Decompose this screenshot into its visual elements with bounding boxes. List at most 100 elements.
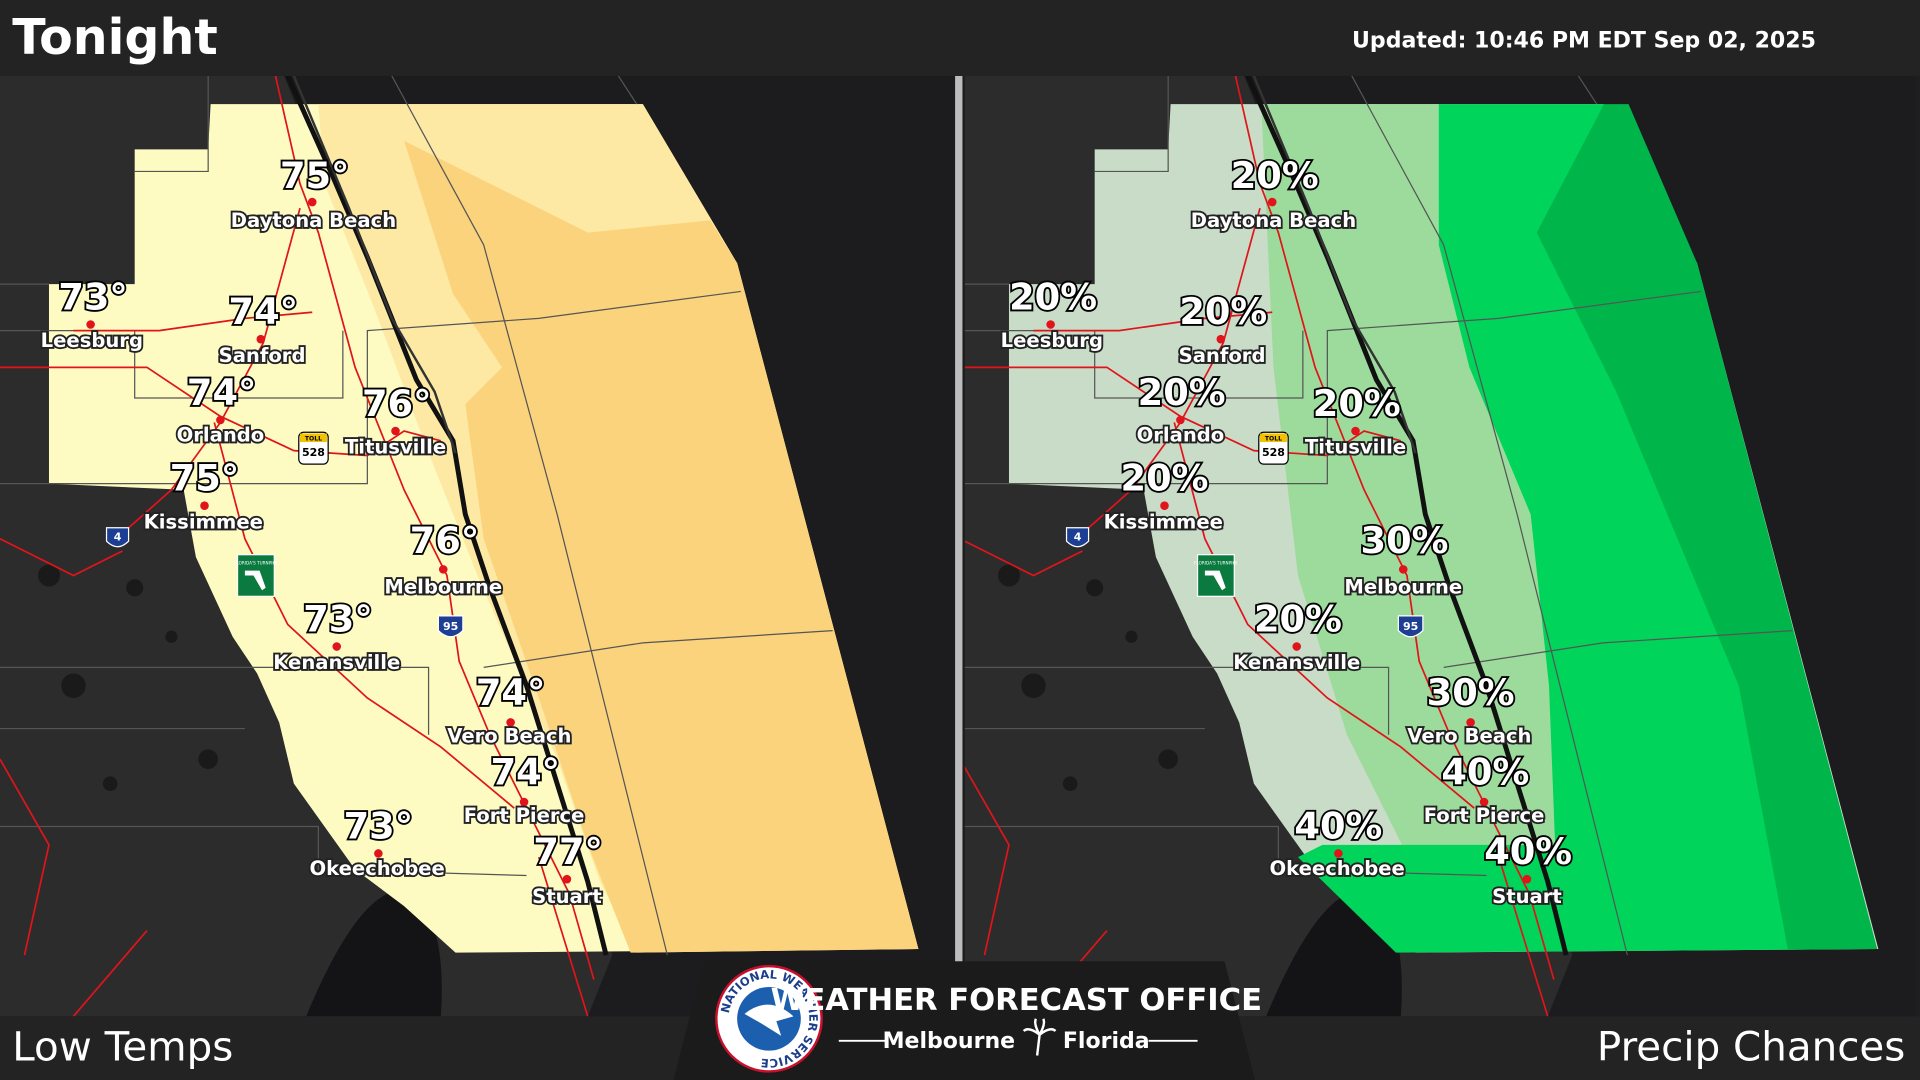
city-dot: [391, 426, 400, 436]
city-value: 74°: [187, 371, 256, 414]
city-dot: [256, 334, 266, 344]
shield-turnpike: FLORIDA'S TURNPIKE: [1194, 554, 1238, 597]
city-name: Kenansville: [273, 651, 400, 674]
city-value: 76°: [410, 519, 479, 562]
shield: [1065, 527, 1090, 548]
panel-content: TOLL 528 95 4 FLORIDA'S TURNPIKE 75° Daytona B…: [0, 75, 956, 1017]
shield-number: 528: [302, 446, 325, 459]
city-value: 20%: [1121, 456, 1209, 499]
city-value: 74°: [476, 671, 545, 714]
city-dot: [307, 197, 317, 207]
city-name: Kissimmee: [144, 510, 263, 533]
shield: [437, 615, 464, 638]
city-value: 74°: [229, 290, 298, 333]
city-value: 77°: [533, 830, 602, 873]
map-panel: TOLL 528 95 4 FLORIDA'S TURNPIKE 75° Daytona B…: [0, 75, 956, 1017]
city-name: Daytona Beach: [231, 209, 396, 232]
city-name: Vero Beach: [1407, 725, 1531, 748]
header-bar: [0, 0, 1920, 76]
shield-i95: 95: [437, 615, 464, 638]
city-value: 20%: [1009, 275, 1097, 318]
office-title: WEATHER FORECAST OFFICE: [771, 983, 1262, 1018]
city-value: 73°: [303, 597, 372, 640]
shield-number: 4: [1074, 531, 1082, 544]
city-name: Titusville: [345, 436, 446, 459]
shield-toll: TOLL: [305, 435, 322, 442]
updated-time: Updated: 10:46 PM EDT Sep 02, 2025: [1352, 29, 1816, 54]
city-dot: [1398, 565, 1408, 574]
city-dot: [1160, 501, 1169, 510]
city-value: 20%: [1179, 290, 1267, 333]
city-dot: [200, 501, 209, 510]
city-name: Kenansville: [1233, 651, 1360, 674]
city-name: Sanford: [1179, 344, 1266, 367]
city-dot: [1216, 334, 1226, 344]
city-value: 20%: [1231, 154, 1319, 197]
city-dot: [216, 415, 225, 425]
city-dot: [374, 849, 383, 858]
shield-top: [300, 433, 327, 443]
city-value: 73°: [58, 275, 127, 318]
city-value: 20%: [1254, 597, 1342, 640]
city-dot: [1267, 197, 1277, 207]
shield-text: FLORIDA'S TURNPIKE: [234, 560, 278, 565]
palm-icon: [1022, 1018, 1057, 1056]
florida-icon: [1204, 570, 1226, 591]
left-panel-label: Low Temps: [12, 1022, 233, 1070]
city-value: 75°: [280, 154, 349, 197]
forecast-zone: [404, 140, 919, 953]
city-name: Daytona Beach: [1191, 209, 1356, 232]
city-name: Titusville: [1305, 436, 1406, 459]
panels: TOLL 528 95 4 FLORIDA'S TURNPIKE 75° Daytona B…: [0, 75, 1916, 1017]
shield-number: 528: [1262, 446, 1285, 459]
right-panel-label: Precip Chances: [1597, 1022, 1905, 1070]
city-name: Stuart: [1492, 885, 1562, 908]
shield-number: 4: [114, 531, 122, 544]
city-dot: [1334, 849, 1343, 858]
office-city: Melbourne: [883, 1029, 1016, 1054]
city-dot: [1176, 415, 1185, 425]
city-dot: [438, 565, 448, 574]
city-name: Leesburg: [41, 329, 143, 352]
shield: [105, 527, 130, 548]
city-dot: [332, 642, 342, 651]
city-name: Melbourne: [384, 575, 502, 598]
city-name: Stuart: [532, 885, 602, 908]
office-state: Florida: [1063, 1029, 1150, 1054]
nws-logo: NATIONAL WEATHER SERVICE: [715, 964, 823, 1073]
city-value: 75°: [170, 456, 239, 499]
city-dot: [1046, 320, 1055, 329]
city-dot: [519, 797, 529, 807]
city-dot: [1479, 797, 1489, 807]
city-dot: [1466, 718, 1475, 727]
shield-i4: 4: [1065, 527, 1090, 548]
city-value: 73°: [344, 804, 413, 847]
shield-i4: 4: [105, 527, 130, 548]
shield-top: [1260, 433, 1287, 443]
forecast-zone: [1536, 104, 1878, 949]
city-name: Leesburg: [1001, 329, 1103, 352]
city-dot: [1522, 874, 1532, 884]
shield-text: FLORIDA'S TURNPIKE: [1194, 560, 1238, 565]
city-value: 30%: [1361, 519, 1449, 562]
shield-i95: 95: [1397, 615, 1424, 638]
city-dot: [506, 718, 515, 727]
city-dot: [1292, 642, 1302, 651]
city-name: Orlando: [177, 423, 265, 446]
city-name: Okeechobee: [310, 857, 445, 880]
city-value: 30%: [1427, 671, 1515, 714]
city-name: Melbourne: [1344, 575, 1462, 598]
shield-turnpike: FLORIDA'S TURNPIKE: [234, 554, 278, 597]
city-name: Kissimmee: [1104, 510, 1223, 533]
city-dot: [86, 320, 95, 329]
shield: [1397, 615, 1424, 638]
city-value: 76°: [362, 382, 431, 425]
city-name: Fort Pierce: [1424, 804, 1545, 827]
forecast-zone: [1297, 104, 1878, 953]
shield-number: 95: [1403, 620, 1418, 633]
city-dot: [562, 874, 572, 884]
city-value: 20%: [1313, 382, 1401, 425]
city-value: 20%: [1138, 371, 1226, 414]
